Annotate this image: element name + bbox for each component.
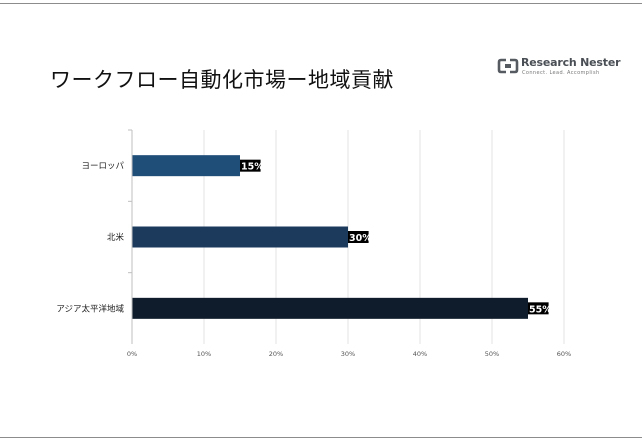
bottom-divider: [0, 437, 642, 438]
x-tick-label: 30%: [341, 350, 355, 358]
category-label: 北米: [107, 232, 125, 243]
value-label-bg: [240, 159, 261, 172]
value-label: 15%: [241, 162, 264, 173]
logo-tagline: Connect. Lead. Accomplish: [522, 70, 600, 76]
research-nester-logo: Research Nester Connect. Lead. Accomplis…: [497, 56, 621, 78]
bar: [132, 155, 240, 177]
logo-name: Research Nester: [521, 56, 621, 69]
value-label: 30%: [349, 233, 372, 244]
x-tick-label: 50%: [485, 350, 499, 358]
value-label-bg: [348, 231, 369, 243]
x-tick-label: 20%: [269, 350, 283, 358]
chart-x-tick-labels: 0% 10% 20% 30% 40% 50% 60%: [127, 350, 571, 358]
x-tick-label: 0%: [127, 350, 137, 358]
chart-value-labels: 15% 30% 55%: [240, 159, 552, 315]
category-label: アジア太平洋地域: [56, 303, 124, 314]
bar: [132, 226, 348, 248]
value-label-bg: [528, 302, 549, 315]
category-label: ヨーロッパ: [81, 162, 124, 172]
value-label: 55%: [529, 304, 552, 315]
x-tick-label: 40%: [413, 350, 427, 358]
bar: [132, 297, 528, 319]
x-tick-label: 10%: [197, 350, 211, 358]
page-title: ワークフロー自動化市場ー地域貢献: [50, 68, 394, 92]
x-tick-label: 60%: [557, 350, 571, 358]
logo-mark-icon: [497, 58, 519, 74]
top-divider: [0, 3, 642, 4]
chart-bars: [128, 129, 528, 319]
